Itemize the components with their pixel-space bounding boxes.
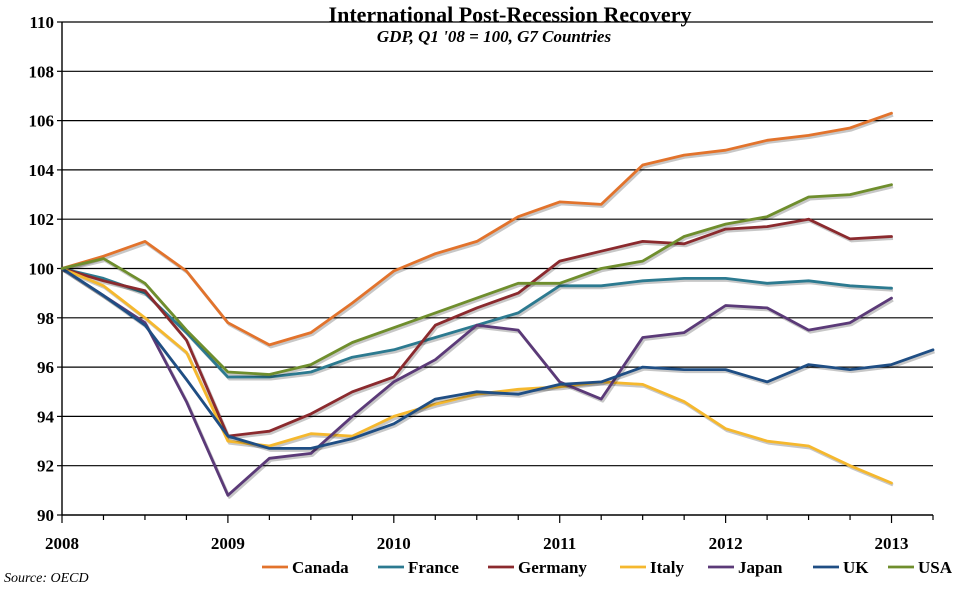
chart-title: International Post-Recession Recovery [329,2,692,27]
series-line-canada [60,111,893,347]
legend-label: Italy [650,558,685,577]
x-tick-label: 2009 [211,534,245,553]
y-tick-label: 108 [29,62,55,81]
legend-label: USA [918,558,953,577]
series-line-japan [60,267,893,497]
y-tick-label: 96 [37,358,54,377]
series-shadow-canada [63,113,894,349]
source-note: Source: OECD [4,571,89,586]
gridlines [62,21,933,467]
legend-item-germany: Germany [488,558,587,577]
legend-label: Canada [292,558,349,577]
series-line-italy [60,267,893,485]
y-tick-label: 100 [29,260,55,279]
y-tick-label: 110 [29,13,54,32]
legend-item-uk: UK [813,558,869,577]
y-tick-label: 98 [37,309,54,328]
y-tick-label: 92 [37,457,54,476]
legend-item-usa: USA [888,558,953,577]
series-line-uk [60,267,935,450]
legend-label: UK [843,558,869,577]
x-tick-label: 2011 [543,534,576,553]
legend-item-france: France [378,558,459,577]
chart-subtitle: GDP, Q1 '08 = 100, G7 Countries [377,27,612,46]
legend-item-canada: Canada [262,558,349,577]
series-shadow-italy [62,269,894,487]
y-tick-label: 102 [29,210,55,229]
x-tick-label: 2012 [709,534,743,553]
legend-item-italy: Italy [620,558,685,577]
legend: Canada France Germany Italy Japan UK USA [262,558,953,577]
series-line-usa [60,183,893,376]
y-tick-label: 106 [29,112,55,131]
x-tick-labels: 2008 2009 2010 2011 2012 2013 [45,534,909,553]
x-tick-label: 2010 [377,534,411,553]
legend-item-japan: Japan [708,558,783,577]
y-tick-labels: 90 92 94 96 98 100 102 104 106 108 110 [29,13,55,525]
y-tick-label: 90 [37,506,54,525]
y-tick-label: 104 [29,161,55,180]
series-lines [60,111,936,499]
legend-label: France [408,558,459,577]
x-tick-label: 2013 [875,534,909,553]
x-tick-label: 2008 [45,534,79,553]
legend-label: Germany [518,558,587,577]
legend-label: Japan [738,558,783,577]
y-tick-label: 94 [37,407,55,426]
series-line-germany [60,217,893,438]
